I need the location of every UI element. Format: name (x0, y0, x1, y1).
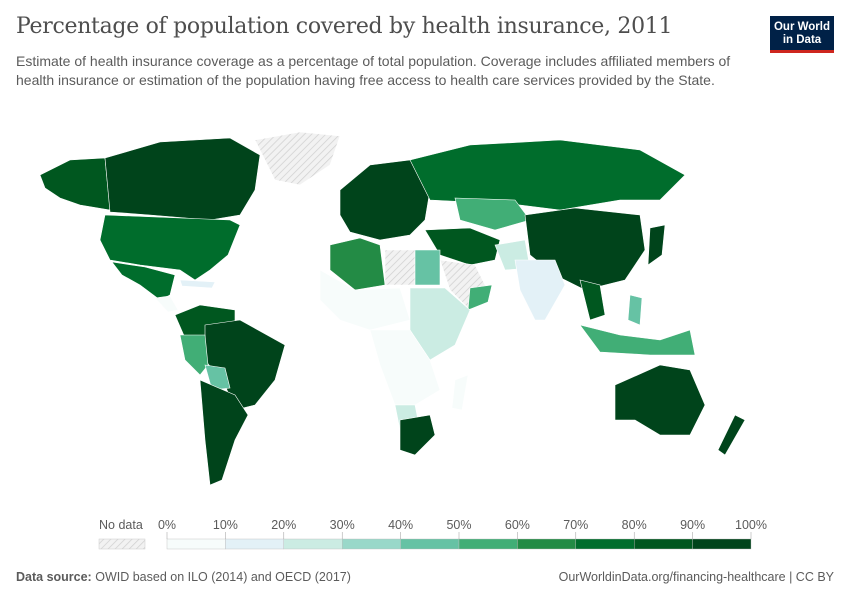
world-map[interactable] (0, 120, 850, 510)
legend-tick-label: 50% (446, 518, 471, 532)
logo-line1: Our World (773, 21, 830, 33)
logo-line2: in Data (782, 34, 822, 46)
region-south-africa[interactable] (399, 414, 436, 456)
legend-tick-label: 10% (213, 518, 238, 532)
legend-bin[interactable] (517, 538, 577, 550)
region-southeast-asia[interactable] (579, 279, 606, 321)
region-egypt[interactable] (414, 249, 441, 286)
legend-bin[interactable] (166, 538, 226, 550)
legend-no-data-swatch (98, 538, 146, 550)
region-canada[interactable] (104, 137, 261, 221)
legend-bin[interactable] (342, 538, 401, 550)
region-southern-cone[interactable] (199, 379, 249, 486)
region-india[interactable] (514, 259, 566, 321)
legend-tick-label: 90% (680, 518, 705, 532)
legend-bin[interactable] (225, 538, 284, 550)
region-europe[interactable] (339, 159, 431, 241)
region-russia[interactable] (409, 139, 686, 211)
footer-source: Data source: OWID based on ILO (2014) an… (16, 570, 351, 584)
chart-subtitle: Estimate of health insurance coverage as… (16, 53, 731, 88)
legend-no-data-label: No data (99, 518, 143, 532)
legend-bin[interactable] (283, 538, 343, 550)
legend-bin[interactable] (458, 538, 518, 550)
legend-bin[interactable] (575, 538, 635, 550)
legend: No data 0% 10% 20% 30% 40% 50% 60% 70% 80% 90% 100… (98, 518, 767, 550)
legend-bin[interactable] (634, 538, 693, 550)
footer-url[interactable]: OurWorldinData.org/financing-healthcare … (558, 570, 834, 584)
region-japan[interactable] (647, 224, 666, 266)
source-label: Data source: (16, 570, 92, 584)
region-indonesia[interactable] (579, 324, 696, 356)
source-text: OWID based on ILO (2014) and OECD (2017) (95, 570, 351, 584)
region-madagascar[interactable] (451, 374, 469, 411)
region-bolivia[interactable] (204, 364, 231, 391)
legend-bin[interactable] (692, 538, 752, 550)
region-usa[interactable] (99, 214, 241, 281)
legend-tick-label: 40% (388, 518, 413, 532)
region-kazakhstan[interactable] (454, 197, 531, 231)
region-australia[interactable] (614, 364, 706, 436)
legend-tick-label: 0% (158, 518, 176, 532)
region-peru[interactable] (179, 334, 209, 376)
region-central-america[interactable] (154, 295, 179, 313)
region-libya[interactable] (384, 249, 416, 286)
region-alaska[interactable] (39, 157, 111, 211)
legend-tick-label: 70% (563, 518, 588, 532)
region-philippines[interactable] (627, 294, 643, 326)
region-greenland[interactable] (254, 131, 341, 186)
region-central-africa[interactable] (369, 329, 441, 406)
region-new-zealand[interactable] (717, 414, 746, 456)
legend-tick-label: 80% (622, 518, 647, 532)
region-west-africa[interactable] (319, 269, 411, 331)
region-oman-yemen[interactable] (467, 284, 493, 311)
legend-tick-label: 100% (735, 518, 767, 532)
legend-tick-label: 30% (330, 518, 355, 532)
legend-tick-label: 20% (271, 518, 296, 532)
chart-title: Percentage of population covered by heal… (16, 14, 673, 39)
legend-tick-label: 60% (505, 518, 530, 532)
legend-bin[interactable] (400, 538, 460, 550)
region-caribbean[interactable] (179, 279, 216, 289)
owid-logo[interactable]: Our World in Data (770, 16, 834, 53)
